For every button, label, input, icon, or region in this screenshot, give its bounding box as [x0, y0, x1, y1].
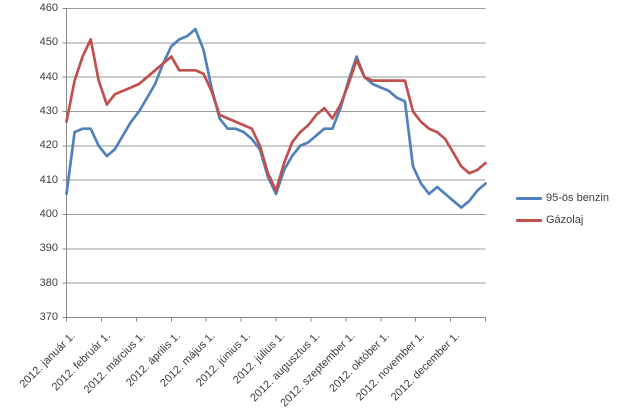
- y-axis-label: 380: [39, 276, 58, 289]
- y-axis-label: 460: [39, 2, 58, 14]
- y-axis-label: 440: [39, 70, 58, 83]
- y-axis-label: 420: [39, 139, 58, 152]
- series-line-gazolaj[interactable]: [65, 38, 487, 192]
- y-axis-label: 430: [39, 105, 58, 117]
- legend-item-benzin[interactable]: 95-ös benzin: [516, 187, 609, 209]
- legend-line-benzin-icon: [516, 196, 542, 200]
- y-axis-label: 450: [39, 36, 58, 49]
- y-axis-label: 400: [39, 208, 58, 220]
- legend-label-benzin: 95-ös benzin: [546, 192, 609, 204]
- y-axis-label: 370: [39, 311, 58, 323]
- series-line-95-os-benzin[interactable]: [65, 27, 487, 209]
- y-axis-label: 390: [39, 242, 58, 255]
- legend-item-gazolaj[interactable]: Gázolaj: [516, 209, 609, 231]
- legend: 95-ös benzin Gázolaj: [516, 187, 609, 231]
- legend-label-gazolaj: Gázolaj: [546, 214, 584, 226]
- legend-line-gazolaj-icon: [516, 218, 542, 222]
- y-axis-label: 410: [39, 173, 58, 186]
